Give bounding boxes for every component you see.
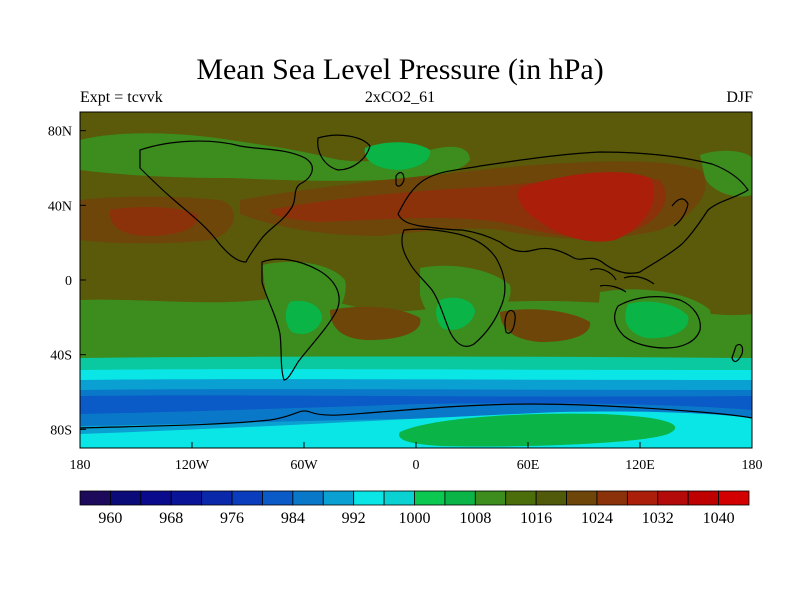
- y-tick-label: 80S: [50, 423, 72, 438]
- x-tick-label: 120E: [625, 458, 655, 473]
- colorbar-label: 1024: [581, 510, 613, 527]
- y-tick-label: 40N: [48, 199, 72, 214]
- case-label: 2xCO2_61: [364, 89, 436, 106]
- colorbar-swatch: [353, 490, 385, 506]
- band-brightgreen-arctic: [364, 142, 431, 170]
- coastlines: [80, 134, 752, 429]
- colorbar-label: 1008: [459, 510, 491, 527]
- coastline-japan: [671, 198, 689, 227]
- coastline-indonesia: [589, 268, 655, 293]
- chart-title: Mean Sea Level Pressure (in hPa): [196, 53, 604, 86]
- band-green-arctic: [80, 133, 470, 181]
- coastline-new-zealand: [731, 343, 744, 363]
- pressure-map: [80, 112, 752, 448]
- colorbar-label: 1016: [520, 510, 552, 527]
- band-cyan-south: [80, 369, 752, 382]
- colorbar-swatch: [596, 490, 628, 506]
- x-tick-label: 0: [413, 458, 420, 473]
- y-tick-label: 80N: [48, 125, 72, 140]
- band-brightgreen-s-america: [285, 300, 322, 335]
- coastline-europe-asia: [397, 151, 749, 274]
- x-tick-label: 180: [742, 458, 763, 473]
- colorbar-swatch: [322, 490, 355, 506]
- band-red-pacific: [109, 207, 199, 236]
- colorbar-swatch: [444, 490, 476, 506]
- colorbar-label: 992: [342, 510, 366, 527]
- band-lightblue-south: [80, 379, 752, 392]
- x-tick-label: 180: [70, 458, 91, 473]
- experiment-label: Expt = tcvvk: [80, 89, 163, 106]
- band-brightgreen-australia: [625, 301, 689, 339]
- colorbar-swatch: [474, 490, 507, 506]
- coastline-uk: [395, 171, 405, 187]
- x-tick-label: 60W: [290, 458, 318, 473]
- colorbar-label: 1000: [399, 510, 431, 527]
- coastline-australia: [614, 296, 701, 349]
- colorbar-swatch: [140, 490, 172, 506]
- colorbar-label: 968: [159, 510, 183, 527]
- colorbar-swatch: [687, 490, 719, 506]
- x-tick-label: 120W: [175, 458, 210, 473]
- colorbar-swatch: [262, 490, 294, 506]
- band-teal-south: [80, 356, 752, 372]
- colorbar-label: 1040: [703, 510, 735, 527]
- y-tick-label: 40S: [50, 349, 72, 364]
- colorbar-label: 984: [281, 510, 305, 527]
- x-tick-label: 60E: [517, 458, 540, 473]
- coastline-north-america: [139, 140, 313, 263]
- coastline-antarctica: [80, 403, 752, 429]
- colorbar-swatch: [535, 490, 567, 506]
- band-brown-south-indian: [500, 309, 591, 342]
- colorbar-label: 976: [220, 510, 244, 527]
- colorbar-label: 1032: [642, 510, 674, 527]
- season-label: DJF: [726, 89, 753, 106]
- band-green-north-pacific: [700, 150, 752, 197]
- axis-ticks: 180 120W 60W 0 60E 120E 180 80N 40N 0 40S 80S: [48, 125, 763, 473]
- colorbar-swatch: [414, 490, 446, 506]
- colorbar-swatch: [292, 490, 324, 506]
- band-brown-south-atlantic: [330, 306, 421, 340]
- y-tick-label: 0: [65, 274, 72, 289]
- colorbar-label: 960: [98, 510, 122, 527]
- colorbar-swatch: [79, 490, 111, 506]
- band-darkred-siberia: [518, 172, 655, 242]
- colorbar-swatch: [383, 490, 415, 506]
- coastline-africa: [401, 228, 506, 347]
- coastline-madagascar: [504, 309, 516, 334]
- colorbar-swatch: [170, 490, 203, 506]
- colorbar-swatch: [626, 490, 659, 506]
- colorbar-swatch: [718, 490, 750, 506]
- colorbar: 960 968 976 984 992 1000 1008 1016 1024 1032 1040: [79, 490, 750, 527]
- colorbar-swatch: [201, 490, 233, 506]
- colorbar-swatch: [505, 490, 537, 506]
- coastline-greenland: [317, 134, 371, 171]
- band-green-antarctica: [399, 413, 676, 447]
- colorbar-swatch: [231, 490, 263, 506]
- colorbar-swatch: [657, 490, 689, 506]
- colorbar-swatch: [566, 490, 598, 506]
- coastline-south-america: [261, 258, 340, 381]
- colorbar-swatch: [110, 490, 142, 506]
